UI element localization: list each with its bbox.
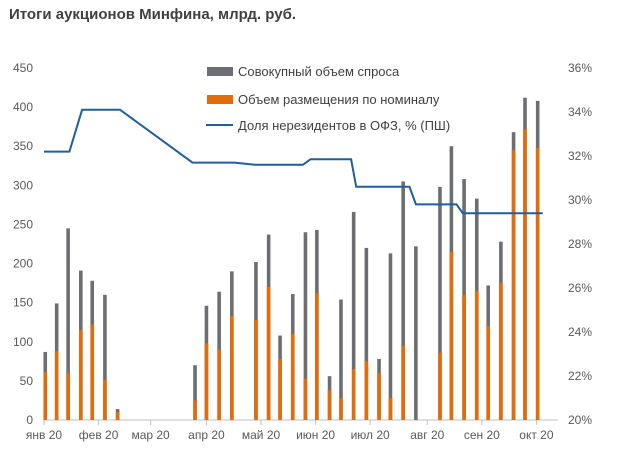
placement-bar [364,361,369,420]
placement-bar [254,319,258,420]
placement-bar [523,129,527,420]
left-y-tick-label: 150 [13,296,33,310]
x-tick-label: апр 20 [188,428,225,442]
placement-bar [103,380,107,420]
x-tick-label: фев 20 [79,428,119,442]
x-tick-label: май 20 [242,428,281,442]
demand-bar [339,299,343,420]
demand-bar [351,211,356,420]
demand-bar [388,253,393,420]
placement-bar [79,330,83,420]
placement-bars [43,129,540,420]
placement-bar [401,345,405,420]
x-tick-label: янв 20 [26,428,63,442]
placement-bar [278,358,282,420]
left-y-axis: 0 50 100 150 200 250 300 350 400 450 [13,61,33,427]
right-y-tick-label: 20% [568,413,592,427]
placement-bar [43,372,48,420]
left-y-tick-label: 0 [26,413,33,427]
placement-bar [315,293,319,420]
legend-placement-swatch [207,95,233,104]
demand-bar [438,186,442,420]
legend: Совокупный объем спроса Объем размещения … [206,64,450,133]
x-axis: янв 20 фев 20 мар 20 апр 20 май 20 июн 20 июл … [26,419,558,442]
placement-bar [290,333,295,420]
legend-demand-label: Совокупный объем спроса [238,64,400,79]
placement-bar [351,369,356,420]
x-tick-label: июл 20 [351,428,390,442]
left-y-tick-label: 250 [13,217,33,231]
x-tick-label: окт 20 [519,428,554,442]
placement-bar [339,398,343,420]
right-y-tick-label: 30% [568,193,592,207]
x-tick-label: июн 20 [296,428,335,442]
demand-bar [414,246,418,420]
demand-bar [66,228,70,420]
nonresident-share-line [44,108,543,215]
right-y-tick-label: 24% [568,325,592,339]
left-y-tick-label: 300 [13,178,33,192]
left-y-tick-label: 50 [20,374,34,388]
nonresident-line-layer [44,108,543,215]
x-tick-label: мар 20 [131,428,170,442]
placement-bar [327,390,332,420]
placement-bar [217,349,221,420]
placement-bar [266,287,271,420]
right-y-tick-label: 36% [568,61,592,75]
right-y-tick-label: 34% [568,105,592,119]
right-y-axis: 20% 22% 24% 26% 28% 30% 32% 34% 36% [568,61,592,427]
demand-bar [103,294,107,420]
demand-bar [193,365,197,420]
right-y-tick-label: 22% [568,369,592,383]
left-y-tick-label: 100 [13,335,33,349]
placement-bar [388,398,393,420]
demand-bar [303,232,308,420]
demand-bar [401,181,405,420]
placement-bar [377,373,381,420]
placement-bar [449,251,454,420]
placement-bar [193,400,197,420]
left-y-tick-label: 400 [13,100,33,114]
left-y-tick-label: 450 [13,61,33,75]
placement-bar [438,352,442,420]
placement-bar [486,326,490,420]
placement-bar [462,294,466,420]
placement-bar [499,283,503,420]
placement-bar [54,351,59,420]
placement-bar [511,150,516,420]
placement-bar [204,343,209,420]
placement-bar [230,315,234,420]
legend-placement-label: Объем размещения по номиналу [238,92,440,107]
demand-bar [364,247,369,420]
placement-bar [535,147,540,420]
placement-bar [90,324,95,420]
placement-bar [474,290,479,420]
right-y-tick-label: 32% [568,149,592,163]
x-tick-label: авг 20 [410,428,444,442]
right-y-tick-label: 28% [568,237,592,251]
left-y-tick-label: 200 [13,257,33,271]
placement-bar [66,373,70,420]
legend-demand-swatch [207,67,233,76]
legend-nonresident-label: Доля нерезидентов в ОФЗ, % (ПШ) [238,118,450,133]
chart-title: Итоги аукционов Минфина, млрд. руб. [9,6,297,23]
placement-bar [115,412,120,420]
right-y-tick-label: 26% [568,281,592,295]
left-y-tick-label: 350 [13,139,33,153]
x-tick-label: сен 20 [464,428,500,442]
placement-bar [303,378,308,420]
